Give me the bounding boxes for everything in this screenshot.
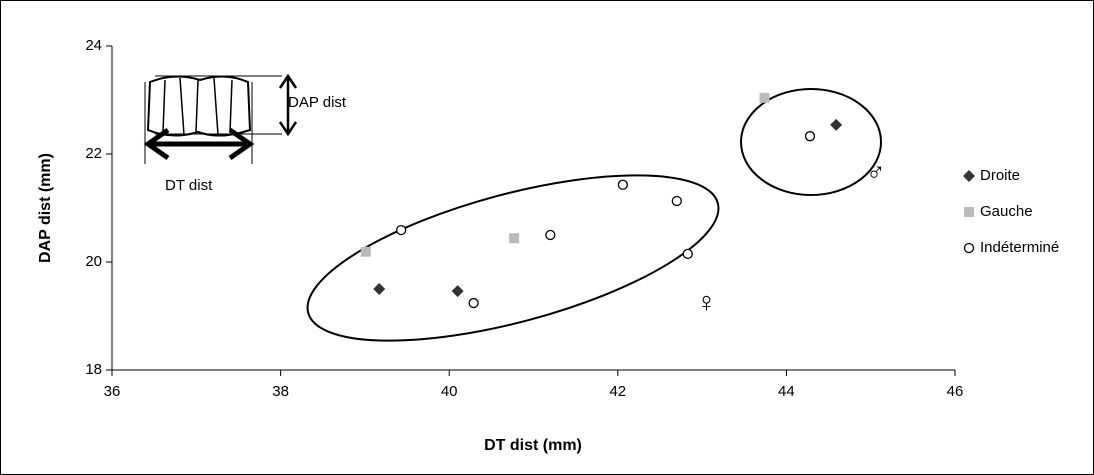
legend-label: Indéterminé — [980, 239, 1059, 256]
male-group-ellipse — [740, 88, 882, 196]
legend-label: Droite — [980, 167, 1020, 184]
data-point — [468, 297, 479, 309]
data-point — [759, 92, 770, 103]
annotation: DT dist — [165, 177, 213, 194]
vertebra-sketch — [143, 73, 298, 164]
data-point — [671, 195, 682, 207]
x-tick-label: 38 — [272, 383, 289, 400]
annotation: ♂ — [866, 157, 886, 187]
data-point — [682, 248, 693, 260]
legend-label: Gauche — [980, 203, 1033, 220]
data-point — [509, 233, 520, 244]
annotation: ♀ — [696, 286, 717, 317]
legend-marker — [963, 242, 975, 254]
x-tick-label: 46 — [947, 383, 964, 400]
legend-marker — [963, 170, 975, 182]
data-point — [395, 224, 407, 236]
data-point — [373, 283, 386, 295]
x-tick-label: 42 — [609, 383, 626, 400]
x-axis-title: DT dist (mm) — [484, 437, 582, 454]
data-point — [545, 229, 556, 241]
data-point — [830, 118, 843, 131]
x-tick-label: 36 — [104, 383, 121, 400]
x-tick-label: 40 — [441, 383, 458, 400]
annotation: DAP dist — [288, 94, 347, 111]
female-group-ellipse — [306, 174, 720, 342]
x-tick-label: 44 — [778, 383, 795, 400]
data-point — [804, 131, 816, 142]
data-point — [617, 179, 629, 190]
data-point — [360, 246, 371, 257]
legend-marker — [964, 207, 974, 217]
y-tick-label: 24 — [85, 37, 102, 54]
y-tick-label: 18 — [85, 361, 102, 378]
data-point — [451, 285, 464, 298]
y-tick-label: 20 — [85, 253, 102, 270]
y-axis-title: DAP dist (mm) — [37, 153, 54, 263]
y-tick-label: 22 — [85, 145, 102, 162]
